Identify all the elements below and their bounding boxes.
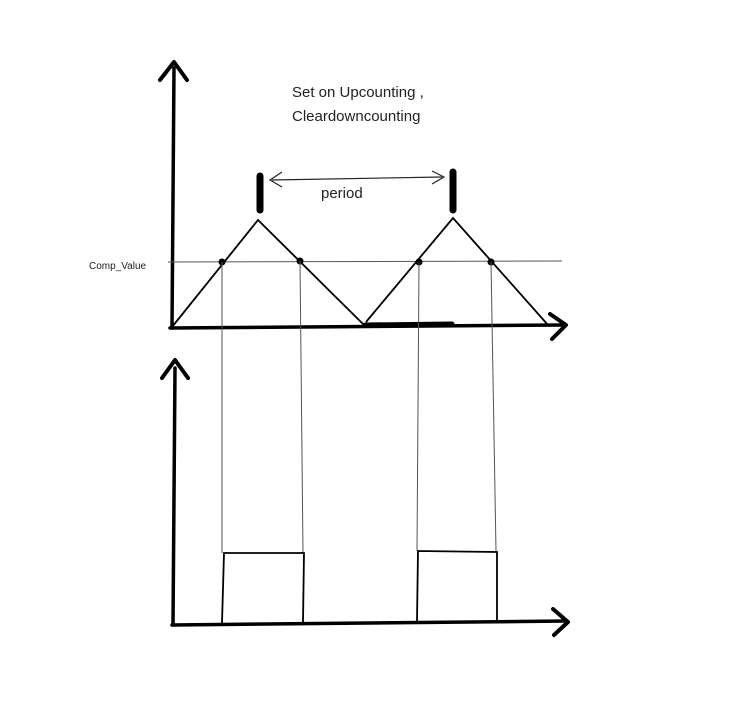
projection-line-2: [299, 260, 304, 554]
top-y-arrowhead: [158, 60, 189, 82]
top-y-axis: [170, 66, 176, 330]
top-plot: Comp_Value period Set on Upcounting , Cl…: [89, 60, 568, 341]
diagram-title-line1: Set on Upcounting ,: [292, 84, 424, 101]
pwm-pulse-2: [416, 550, 498, 622]
top-x-axis-bold-segment: [362, 321, 455, 328]
diagram-title-line2: Cleardowncounting: [292, 108, 420, 125]
projection-line-4: [490, 261, 497, 552]
period-arrowhead-left: [268, 171, 283, 188]
projection-lines: [221, 260, 497, 554]
bottom-y-arrowhead: [160, 358, 190, 380]
top-x-arrowhead: [548, 312, 568, 341]
bottom-x-arrowhead: [551, 607, 570, 637]
comp-value-label: Comp_Value: [89, 261, 147, 272]
comp-value-line: [167, 260, 563, 263]
triangle-wave-1: [171, 218, 364, 328]
period-arrow-line: [271, 176, 443, 181]
bottom-x-axis: [170, 619, 568, 627]
bottom-plot: [160, 358, 570, 637]
projection-line-3: [416, 261, 420, 552]
bottom-y-axis: [171, 366, 177, 627]
period-arrowhead-right: [431, 170, 446, 185]
triangle-wave-2: [365, 216, 549, 326]
pwm-pulse-1: [221, 552, 305, 624]
period-label: period: [321, 185, 363, 202]
